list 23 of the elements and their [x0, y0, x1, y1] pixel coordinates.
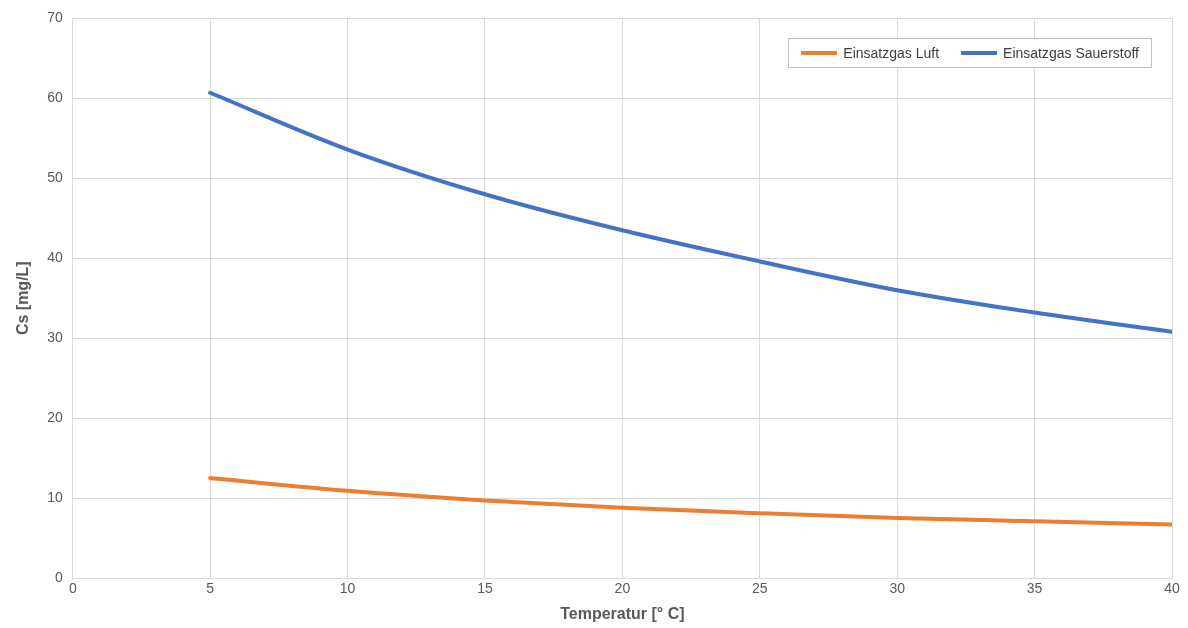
- y-tick-label: 0: [54, 568, 63, 585]
- y-tick-label: 40: [47, 249, 63, 266]
- y-tick-label: 20: [47, 408, 63, 425]
- y-axis-title: Cs [mg/L]: [14, 261, 32, 336]
- y-tick-label: 50: [47, 169, 63, 186]
- y-tick-label: 70: [47, 9, 63, 26]
- x-tick-label: 10: [339, 580, 356, 597]
- y-tick-label: 10: [47, 488, 63, 505]
- x-tick-label: 30: [889, 580, 906, 597]
- x-tick-label: 0: [68, 580, 77, 597]
- x-tick-label: 25: [752, 580, 768, 597]
- x-tick-label: 5: [206, 580, 215, 597]
- line-series: [208, 90, 1172, 334]
- x-tick-label: 35: [1026, 580, 1043, 597]
- legend-label: Einsatzgas Luft: [843, 45, 940, 62]
- x-tick-label: 20: [614, 580, 631, 597]
- x-axis-title: Temperatur [° C]: [560, 604, 685, 622]
- legend-label: Einsatzgas Sauerstoff: [1003, 45, 1139, 62]
- line-series: [208, 476, 1172, 527]
- x-tick-label: 15: [477, 580, 493, 597]
- y-tick-label: 60: [47, 89, 63, 106]
- y-tick-label: 30: [47, 329, 63, 346]
- x-tick-label: 40: [1164, 580, 1180, 597]
